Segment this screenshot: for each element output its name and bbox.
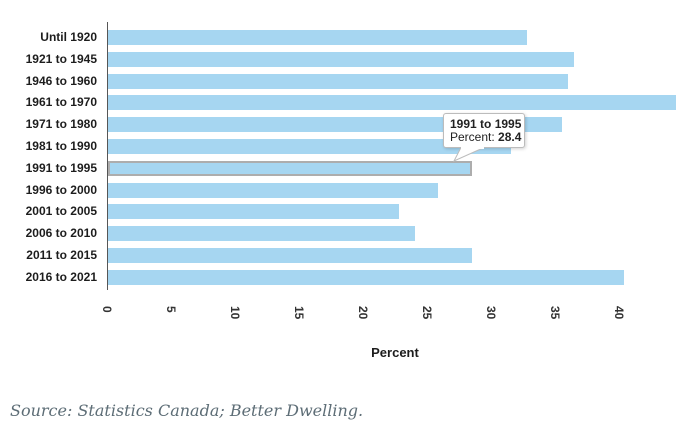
bar-2001-to-2005[interactable]	[108, 204, 399, 220]
tooltip-label: Percent:	[450, 130, 499, 144]
x-tick-label: 35	[548, 306, 562, 320]
y-axis-label: 1971 to 1980	[25, 117, 97, 132]
y-axis-label: 2016 to 2021	[25, 269, 97, 284]
bar-1946-to-1960[interactable]	[108, 73, 568, 89]
y-axis-label: 2011 to 2015	[26, 248, 97, 262]
tooltip-title: 1991 to 1995	[450, 117, 522, 131]
bar-1996-to-2000[interactable]	[108, 182, 439, 198]
bar-1981-to-1990[interactable]	[108, 139, 512, 154]
y-axis-label: 2001 to 2005	[25, 204, 97, 219]
x-tick-label: 30	[484, 306, 498, 320]
bar-1921-to-1945[interactable]	[108, 51, 574, 67]
tooltip-value: 28.4	[498, 130, 522, 144]
y-axis-label: 1961 to 1970	[25, 95, 97, 110]
x-tick-label: 15	[292, 306, 306, 320]
y-axis-label: 2006 to 2010	[25, 226, 97, 241]
x-tick-label: 40	[612, 306, 626, 320]
x-tick-label: 25	[420, 306, 434, 320]
y-axis-label: 1991 to 1995	[25, 160, 97, 175]
y-axis-label: 1946 to 1960	[25, 73, 97, 88]
y-axis-label: 1996 to 2000	[25, 182, 97, 197]
tooltip-value-line: Percent: 28.4	[450, 130, 522, 144]
y-axis-label: 1921 to 1945	[25, 51, 97, 66]
y-axis-line	[107, 22, 108, 290]
x-tick-label: 10	[228, 306, 242, 320]
bar-2006-to-2010[interactable]	[108, 226, 416, 242]
y-axis-label: Until 1920	[40, 30, 97, 44]
bar-1991-to-1995[interactable]	[108, 160, 472, 176]
x-tick-label: 5	[164, 306, 178, 313]
bar-2016-to-2021[interactable]	[108, 269, 624, 285]
tooltip: 1991 to 1995 Percent: 28.4	[443, 113, 525, 162]
bar-until-1920[interactable]	[108, 30, 527, 45]
source-attribution: Source: Statistics Canada; Better Dwelli…	[10, 401, 364, 420]
tooltip-pointer-icon	[452, 147, 485, 162]
bar-2011-to-2015[interactable]	[108, 248, 472, 263]
x-tick-label: 20	[356, 306, 370, 320]
x-tick-label: 0	[100, 306, 114, 313]
y-axis-label: 1981 to 1990	[25, 139, 97, 153]
x-axis-title: Percent	[371, 345, 419, 360]
bar-1961-to-1970[interactable]	[108, 95, 677, 111]
